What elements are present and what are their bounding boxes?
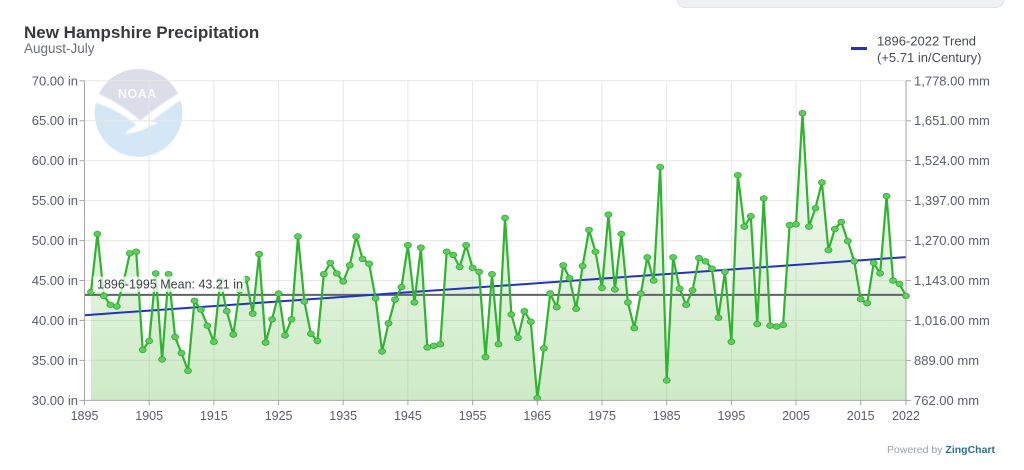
svg-text:1,651.00 mm: 1,651.00 mm xyxy=(914,113,990,128)
svg-text:1,397.00 mm: 1,397.00 mm xyxy=(914,193,990,208)
svg-text:2022: 2022 xyxy=(892,409,920,423)
svg-text:1896-2022 Trend: 1896-2022 Trend xyxy=(877,34,976,49)
svg-text:1896-1995 Mean: 43.21 in: 1896-1995 Mean: 43.21 in xyxy=(97,278,243,292)
svg-text:1,143.00 mm: 1,143.00 mm xyxy=(914,273,990,288)
svg-text:1975: 1975 xyxy=(588,409,616,423)
svg-text:1,524.00 mm: 1,524.00 mm xyxy=(914,153,990,168)
svg-text:1945: 1945 xyxy=(394,409,422,423)
svg-text:1985: 1985 xyxy=(653,409,681,423)
svg-text:1955: 1955 xyxy=(459,409,487,423)
svg-text:70.00 in: 70.00 in xyxy=(32,73,78,88)
svg-text:1965: 1965 xyxy=(523,409,551,423)
svg-text:30.00 in: 30.00 in xyxy=(32,393,78,408)
svg-text:2015: 2015 xyxy=(847,409,875,423)
svg-text:1915: 1915 xyxy=(200,409,228,423)
svg-text:1,270.00 mm: 1,270.00 mm xyxy=(914,233,990,248)
svg-text:1995: 1995 xyxy=(717,409,745,423)
svg-text:65.00 in: 65.00 in xyxy=(32,113,78,128)
svg-text:889.00 mm: 889.00 mm xyxy=(914,353,979,368)
svg-text:1,778.00 mm: 1,778.00 mm xyxy=(914,73,990,88)
svg-text:60.00 in: 60.00 in xyxy=(32,153,78,168)
svg-text:NOAA: NOAA xyxy=(118,87,157,101)
svg-text:55.00 in: 55.00 in xyxy=(32,193,78,208)
svg-text:1895: 1895 xyxy=(71,409,99,423)
svg-text:1935: 1935 xyxy=(329,409,357,423)
svg-text:40.00 in: 40.00 in xyxy=(32,313,78,328)
svg-text:45.00 in: 45.00 in xyxy=(32,273,78,288)
svg-text:(+5.71 in/Century): (+5.71 in/Century) xyxy=(877,50,981,65)
svg-text:762.00 mm: 762.00 mm xyxy=(914,393,979,408)
svg-text:1,016.00 mm: 1,016.00 mm xyxy=(914,313,990,328)
svg-text:1905: 1905 xyxy=(135,409,163,423)
svg-text:35.00 in: 35.00 in xyxy=(32,353,78,368)
svg-text:2005: 2005 xyxy=(782,409,810,423)
svg-text:1925: 1925 xyxy=(265,409,293,423)
svg-text:50.00 in: 50.00 in xyxy=(32,233,78,248)
